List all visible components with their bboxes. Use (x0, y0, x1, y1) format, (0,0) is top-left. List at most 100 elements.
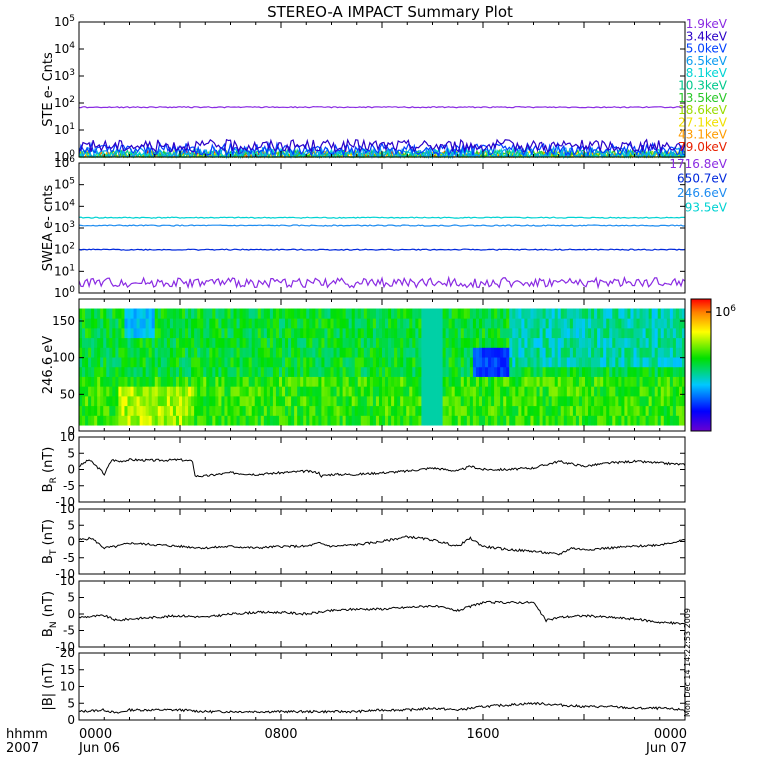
pad-cell (215, 347, 219, 358)
pad-cell (315, 327, 319, 339)
pad-cell (512, 318, 516, 329)
pad-cell (297, 308, 301, 319)
pad-cell (263, 386, 268, 397)
pad-cell (360, 327, 365, 339)
pad-cell (282, 395, 286, 407)
pad-cell (497, 308, 501, 319)
pad-cell (415, 395, 419, 407)
pad-cell (478, 395, 483, 407)
pad-cell (409, 366, 413, 377)
bmag-ytick-label: 20 (60, 646, 75, 660)
pad-cell (242, 395, 247, 407)
pad-cell (475, 357, 480, 368)
pad-cell (439, 318, 443, 329)
pad-cell (272, 327, 277, 339)
pad-cell (342, 327, 347, 339)
pad-cell (627, 415, 631, 426)
pad-cell (409, 308, 413, 319)
pad-cell (124, 386, 128, 397)
pad-cell (557, 386, 562, 397)
pad-cell (418, 308, 422, 319)
pad-cell (363, 415, 368, 426)
pad-cell (478, 357, 483, 368)
pad-cell (518, 395, 522, 407)
pad-cell (424, 405, 428, 416)
pad-cell (200, 357, 204, 368)
pad-cell (403, 327, 407, 339)
pad-cell (642, 327, 647, 339)
pad-cell (609, 327, 613, 339)
pad-cell (588, 376, 592, 387)
pad-cell (269, 347, 274, 358)
pad-cell (79, 308, 83, 319)
pad-cell (106, 395, 110, 407)
pad-cell (245, 405, 250, 416)
pad-cell (230, 366, 234, 377)
pad-cell (285, 318, 289, 329)
pad-cell (557, 327, 562, 339)
pad-cell (160, 318, 165, 329)
pad-cell (657, 366, 662, 377)
pad-cell (506, 308, 510, 319)
pad-cell (203, 308, 207, 319)
time-axis-corner-top: hhmm (6, 727, 48, 742)
pad-cell (418, 395, 422, 407)
pad-cell (400, 318, 404, 329)
pad-cell (366, 337, 371, 348)
pad-cell (227, 415, 231, 426)
pad-cell (154, 366, 159, 377)
pad-cell (657, 318, 662, 329)
pad-cell (200, 347, 204, 358)
pad-cell (515, 366, 519, 377)
pad-cell (669, 337, 674, 348)
pad-cell (85, 327, 89, 339)
pad-cell (518, 386, 522, 397)
pad-cell (542, 376, 547, 387)
pad-cell (169, 337, 174, 348)
pad-cell (291, 347, 295, 358)
pad-cell (627, 347, 631, 358)
pad-cell (97, 395, 101, 407)
pad-cell (79, 376, 83, 387)
pad-cell (633, 366, 637, 377)
pad-cell (100, 366, 104, 377)
pad-cell (609, 386, 613, 397)
pad-cell (569, 337, 574, 348)
pad-cell (251, 405, 256, 416)
pad-cell (427, 386, 431, 397)
pad-cell (506, 386, 510, 397)
pad-cell (79, 347, 83, 358)
pad-cell (400, 308, 404, 319)
pad-cell (451, 357, 456, 368)
pad-cell (654, 308, 659, 319)
pad-cell (642, 357, 647, 368)
pad-cell (178, 347, 183, 358)
pad-cell (554, 386, 559, 397)
pad-cell (203, 376, 207, 387)
pad-cell (254, 357, 259, 368)
pad-cell (618, 405, 622, 416)
pad-cell (463, 308, 468, 319)
pad-cell (312, 308, 316, 319)
bmag-ytick-label: 15 (60, 663, 75, 677)
pad-cell (303, 318, 307, 329)
pad-cell (297, 357, 301, 368)
pad-cell (630, 308, 634, 319)
pad-cell (597, 357, 601, 368)
pad-cell (648, 415, 653, 426)
pad-cell (209, 308, 213, 319)
pad-cell (103, 337, 107, 348)
pad-cell (591, 376, 595, 387)
pad-cell (94, 357, 98, 368)
pad-cell (324, 366, 328, 377)
pad-cell (109, 376, 113, 387)
pad-cell (581, 337, 586, 348)
pad-cell (315, 415, 319, 426)
pad-cell (382, 386, 386, 397)
pad-cell (421, 327, 425, 339)
pad-cell (197, 357, 201, 368)
pad-cell (475, 366, 480, 377)
pad-cell (421, 366, 425, 377)
pad-cell (460, 347, 465, 358)
